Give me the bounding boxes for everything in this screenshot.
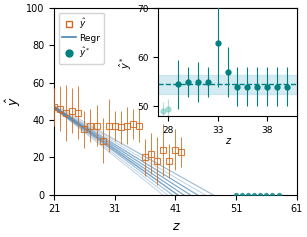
X-axis label: z: z [172,220,179,233]
Point [240,193,245,196]
Legend: $\hat{y}$, Regr, $\hat{y}^*$: $\hat{y}$, Regr, $\hat{y}^*$ [59,13,104,64]
Y-axis label: $\hat{y}$: $\hat{y}$ [4,96,23,106]
Point [276,193,281,196]
Point [234,193,239,196]
Point [264,193,269,196]
Point [252,193,257,196]
Point [246,193,251,196]
Point [270,193,275,196]
Point [258,193,263,196]
